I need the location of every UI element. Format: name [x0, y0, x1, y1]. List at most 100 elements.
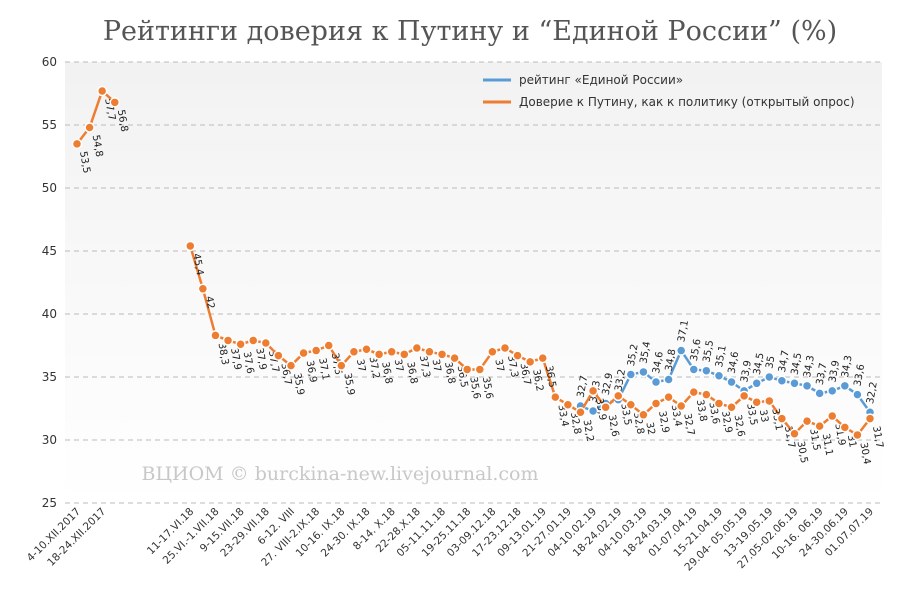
- data-point: [751, 378, 762, 389]
- data-label: 42: [203, 295, 216, 309]
- data-point: [71, 138, 83, 150]
- data-label: 33,7: [815, 362, 830, 386]
- data-point: [726, 401, 737, 413]
- data-label: 35: [764, 355, 777, 369]
- plot-area: [65, 62, 882, 503]
- data-label: 45,4: [190, 253, 205, 277]
- data-label: 53,5: [77, 151, 92, 175]
- data-label: 32,7: [576, 375, 591, 399]
- data-label: 36,8: [404, 361, 419, 385]
- data-label: 33,6: [853, 363, 868, 387]
- data-point: [726, 376, 737, 388]
- data-point: [650, 398, 662, 409]
- data-label: 32,2: [865, 381, 880, 405]
- data-point: [826, 385, 838, 397]
- y-tick-label: 40: [42, 307, 57, 321]
- data-label: 34,6: [727, 351, 742, 375]
- data-label: 33,5: [744, 403, 759, 427]
- data-label: 33,1: [769, 408, 784, 432]
- data-point: [852, 429, 863, 441]
- data-point: [713, 370, 725, 381]
- data-point: [449, 352, 460, 364]
- data-label: 30,5: [795, 440, 810, 464]
- data-label: 35,5: [701, 339, 716, 363]
- data-point: [600, 401, 611, 413]
- legend-label: Доверие к Путину, как к политику (открыт…: [519, 95, 855, 109]
- data-point: [210, 330, 221, 341]
- data-point: [386, 346, 397, 358]
- data-point: [222, 335, 234, 346]
- data-label: 35,9: [341, 372, 356, 396]
- data-point: [109, 97, 121, 108]
- y-tick-label: 50: [42, 181, 57, 195]
- data-label: 34,3: [840, 355, 855, 379]
- data-point: [688, 386, 700, 398]
- data-point: [776, 413, 788, 424]
- data-point: [801, 415, 813, 427]
- data-label: 36,8: [379, 361, 394, 385]
- data-point: [625, 399, 637, 410]
- data-point: [310, 345, 322, 356]
- data-point: [298, 347, 309, 359]
- data-label: 35,6: [689, 338, 704, 362]
- data-point: [764, 395, 775, 407]
- data-label: 36,7: [518, 362, 533, 386]
- data-point: [575, 407, 586, 418]
- data-point: [562, 399, 574, 410]
- data-point: [323, 340, 334, 351]
- data-point: [625, 369, 637, 380]
- data-point: [474, 364, 486, 375]
- data-label: 56,8: [115, 109, 130, 133]
- data-point: [197, 283, 209, 295]
- data-label: 35,6: [467, 376, 482, 400]
- data-point: [814, 420, 825, 432]
- data-label: 37: [392, 358, 405, 372]
- data-point: [764, 371, 775, 383]
- data-point: [713, 398, 725, 409]
- data-label: 32,2: [581, 419, 596, 443]
- watermark: ВЦИОМ © burckina-new.livejournal.com: [142, 463, 539, 485]
- data-point: [512, 350, 523, 361]
- data-point: [814, 388, 825, 399]
- data-label: 34,7: [777, 349, 792, 373]
- data-label: 35,9: [291, 372, 306, 396]
- data-point: [537, 352, 548, 364]
- data-point: [461, 364, 473, 375]
- data-point: [638, 366, 649, 378]
- data-label: 33,9: [827, 360, 842, 384]
- data-label: 35,4: [639, 341, 654, 365]
- data-label: 35,1: [714, 344, 729, 368]
- y-tick-label: 55: [42, 118, 57, 132]
- data-label: 37: [492, 358, 505, 372]
- data-label: 34,5: [752, 352, 767, 376]
- data-point: [84, 122, 95, 133]
- data-point: [361, 344, 372, 355]
- data-point: [587, 385, 599, 397]
- data-point: [424, 346, 435, 358]
- data-point: [260, 337, 272, 349]
- data-point: [638, 409, 649, 421]
- data-point: [675, 345, 687, 356]
- data-point: [839, 422, 851, 433]
- data-point: [499, 342, 511, 354]
- data-point: [852, 389, 863, 400]
- data-point: [373, 349, 385, 360]
- data-label: 38,3: [216, 342, 231, 366]
- data-point: [776, 375, 788, 387]
- data-label: 34,5: [790, 352, 805, 376]
- data-point: [436, 349, 448, 360]
- data-point: [336, 360, 347, 371]
- data-label: 37: [429, 358, 442, 372]
- data-point: [738, 390, 750, 402]
- data-point: [587, 405, 599, 417]
- data-label: 37,2: [367, 356, 382, 380]
- y-tick-label: 25: [42, 496, 57, 510]
- data-point: [663, 374, 674, 385]
- data-label: 32,6: [732, 414, 747, 438]
- data-label: 32,7: [681, 413, 696, 437]
- data-label: 32: [643, 421, 656, 435]
- data-point: [285, 360, 297, 371]
- data-label: 36,5: [543, 365, 558, 389]
- data-label: 37,6: [241, 351, 256, 375]
